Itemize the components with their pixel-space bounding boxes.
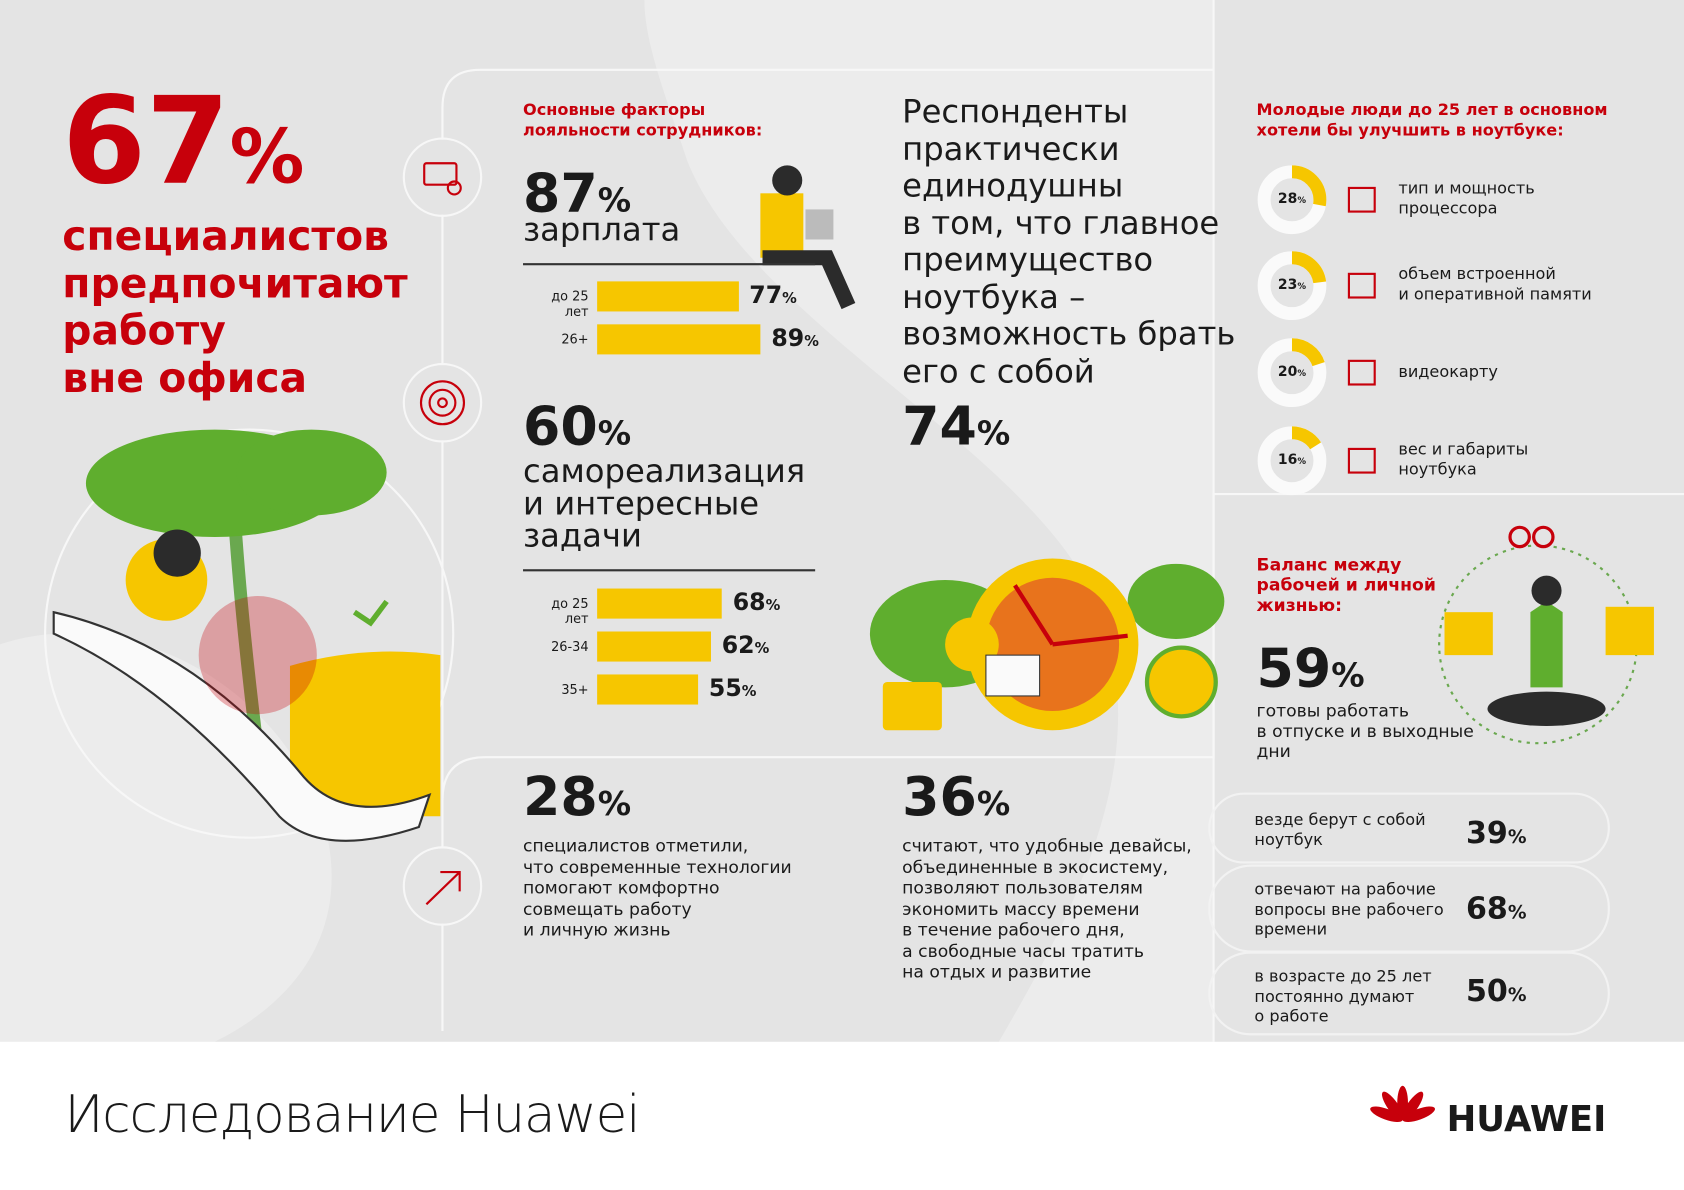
stat-text: в возрасте до 25 лет постоянно думают о … xyxy=(1254,966,1432,1026)
factor-value: 60% xyxy=(523,395,632,458)
bar xyxy=(597,588,722,619)
bar xyxy=(597,281,739,312)
factor-label: зарплата xyxy=(523,211,681,250)
balance-value: 59% xyxy=(1256,636,1365,700)
illustration-clock xyxy=(869,558,1225,731)
stat-value: 50% xyxy=(1465,973,1527,1009)
portability-text: Респонденты практически единодушны в том… xyxy=(902,93,1236,391)
bar xyxy=(597,674,699,705)
item-icon xyxy=(1347,186,1376,213)
factor-value: 87% xyxy=(523,162,632,225)
stat-box xyxy=(1208,792,1610,864)
icons xyxy=(419,162,466,906)
donut-label: 28% xyxy=(1277,191,1307,208)
donut-segment xyxy=(1257,251,1327,321)
stat-value: 39% xyxy=(1465,815,1527,851)
donut-text: объем встроенной и оперативной памяти xyxy=(1398,264,1592,304)
stat-text: везде берут с собой ноутбук xyxy=(1254,809,1426,849)
headline-text: специалистов предпочитают работу вне офи… xyxy=(62,212,408,402)
ecosystem-text: считают, что удобные девайсы, объединенн… xyxy=(902,835,1192,982)
bar-group-label: 26-34 xyxy=(551,639,589,655)
item-icon xyxy=(1347,359,1376,386)
bar-value-label: 89% xyxy=(771,325,819,353)
footer-logo: HUAWEI xyxy=(1446,1097,1607,1140)
donut-text: видеокарту xyxy=(1398,361,1498,382)
bar-value-label: 55% xyxy=(708,675,757,703)
section-title: Основные факторы лояльности сотрудников: xyxy=(523,99,763,140)
illustration-beach xyxy=(52,429,441,842)
bar-group-label: до 25 лет xyxy=(551,288,589,319)
item-icon xyxy=(1347,447,1376,474)
donut-text: вес и габариты ноутбука xyxy=(1398,439,1529,479)
item-icon xyxy=(1347,272,1376,299)
tech-text: специалистов отметили, что современные т… xyxy=(523,835,792,940)
illustration-yoga xyxy=(1444,525,1654,727)
headline-value: 67% xyxy=(62,71,305,212)
ecosystem-value: 36% xyxy=(902,765,1011,829)
footer-title: Исследование Huawei xyxy=(64,1084,640,1145)
bar-group-label: 26+ xyxy=(561,331,589,347)
donut-segment xyxy=(1257,426,1327,496)
donut-segment xyxy=(1257,165,1327,235)
illustration-worker xyxy=(760,165,856,310)
donut-segment xyxy=(1257,338,1327,408)
section-title: Баланс между рабочей и личной жизнью: xyxy=(1256,554,1436,616)
bar-value-label: 62% xyxy=(721,632,770,660)
stat-box xyxy=(1208,864,1610,953)
donut-text: тип и мощность процессора xyxy=(1398,178,1535,219)
divider xyxy=(523,569,816,572)
bar-group-label: 35+ xyxy=(561,681,589,698)
section-title: Молодые люди до 25 лет в основном хотели… xyxy=(1256,99,1608,140)
stat-value: 68% xyxy=(1465,890,1527,926)
connector-lines xyxy=(44,0,1684,1042)
divider xyxy=(523,263,816,266)
stat-text: отвечают на рабочие вопросы вне рабочего… xyxy=(1254,879,1444,939)
donut-label: 20% xyxy=(1277,364,1307,381)
bar xyxy=(597,324,761,355)
bar-value-label: 77% xyxy=(749,282,797,310)
portability-value: 74% xyxy=(902,395,1011,458)
bar-value-label: 68% xyxy=(732,589,781,617)
donut-label: 23% xyxy=(1277,277,1307,294)
huawei-flower xyxy=(1370,1085,1436,1123)
tech-value: 28% xyxy=(523,765,632,829)
bar xyxy=(597,631,711,662)
donut-label: 16% xyxy=(1277,452,1307,469)
stat-box xyxy=(1208,951,1610,1036)
balance-text: готовы работать в отпуске и в выходные д… xyxy=(1256,700,1474,762)
factor-label: самореализация и интересные задачи xyxy=(523,453,806,556)
bar-group-label: до 25 лет xyxy=(551,596,589,627)
